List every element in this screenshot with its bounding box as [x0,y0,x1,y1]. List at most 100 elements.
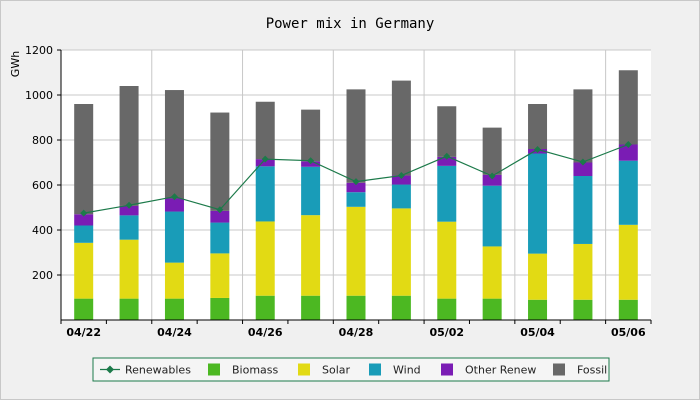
x-tick-label: 05/04 [520,326,555,339]
bar-fossil [391,80,411,176]
bar-fossil [210,112,230,211]
bar-other-renew [255,159,275,167]
bar-fossil [301,109,321,162]
bar-wind [573,176,593,244]
bar-biomass [391,295,411,320]
legend-swatch-fossil [553,363,565,376]
bar-wind [346,192,366,207]
bar-solar [528,253,548,300]
legend-marker-renewables [106,365,114,374]
bar-biomass [482,298,502,320]
bar-wind [301,166,321,216]
bar-fossil [437,106,457,157]
bar-other-renew [573,162,593,176]
bar-solar [437,221,457,299]
bar-other-renew [74,214,94,226]
legend: Renewables Biomass Solar Wind Other Renew Fos… [92,357,610,382]
bar-biomass [255,295,275,320]
y-tick-label: 1000 [25,89,53,102]
y-tick-label: 200 [32,269,53,282]
bar-wind [119,215,139,240]
bar-biomass [573,299,593,320]
x-tick-label: 04/24 [157,326,192,339]
bar-biomass [528,299,548,320]
bar-wind [210,222,230,254]
renewables-line [80,141,632,217]
bar-biomass [301,295,321,320]
renewables-point [80,209,88,217]
bar-biomass [346,295,366,320]
bar-solar [391,208,411,296]
renewables-point [170,193,178,201]
renewables-point [216,206,224,214]
bar-fossil [255,101,275,160]
bar-biomass [437,298,457,320]
bar-biomass [210,297,230,320]
bar-wind [618,160,638,225]
x-tick-label: 04/22 [66,326,101,339]
bar-wind [528,153,548,254]
bar-other-renew [210,210,230,223]
legend-swatch-biomass [208,363,220,376]
axes [57,49,652,324]
legend-label-other-renew: Other Renew [465,364,536,377]
legend-label-biomass: Biomass [232,364,279,377]
y-axis-label: GWh [9,51,22,77]
legend-label-fossil: Fossil [577,364,607,377]
bar-other-renew [119,205,139,216]
bar-fossil [74,104,94,215]
x-tick-label: 04/28 [339,326,374,339]
y-tick-label: 400 [32,224,53,237]
legend-label-solar: Solar [322,364,351,377]
renewables-point [397,172,405,180]
bar-solar [255,221,275,296]
bar-fossil [164,90,184,199]
bar-other-renew [346,182,366,193]
bar-other-renew [618,144,638,161]
bar-wind [437,165,457,222]
bar-biomass [74,298,94,320]
legend-swatch-other-renew [441,363,453,376]
y-tick-labels: 200 400 600 800 1000 1200 [25,44,53,282]
renewables-point [307,157,315,165]
bar-fossil [573,89,593,163]
bar-solar [119,239,139,299]
bar-other-renew [391,175,411,185]
bar-other-renew [164,198,184,212]
bar-fossil [346,89,366,183]
renewables-point [352,178,360,186]
renewables-point [534,145,542,153]
x-tick-labels: 04/22 04/24 04/26 04/28 05/02 05/04 05/06 [66,326,646,339]
legend-label-wind: Wind [393,364,421,377]
bar-fossil [528,104,548,149]
x-tick-label: 04/26 [248,326,283,339]
bar-fossil [618,70,638,145]
legend-swatch-solar [298,363,310,376]
legend-box [92,357,610,382]
bar-solar [346,206,366,296]
bar-wind [255,166,275,222]
legend-swatch-wind [369,363,381,376]
bar-other-renew [437,156,457,166]
chart-title: Power mix in Germany [266,16,435,32]
bar-biomass [119,298,139,320]
bar-fossil [482,127,502,175]
bar-wind [391,184,411,209]
renewables-point [624,141,632,148]
y-tick-label: 800 [32,134,53,147]
bar-solar [482,246,502,299]
bar-solar [301,215,321,296]
bar-wind [164,211,184,263]
x-tick-label: 05/06 [611,326,646,339]
bar-fossil [119,86,139,206]
bar-solar [618,224,638,300]
bar-solar [210,253,230,298]
renewables-point [261,155,269,163]
renewables-point [488,172,496,180]
bar-stacks [74,70,638,320]
bar-solar [74,242,94,299]
bar-wind [482,185,502,247]
bar-wind [74,225,94,243]
bar-biomass [618,299,638,320]
